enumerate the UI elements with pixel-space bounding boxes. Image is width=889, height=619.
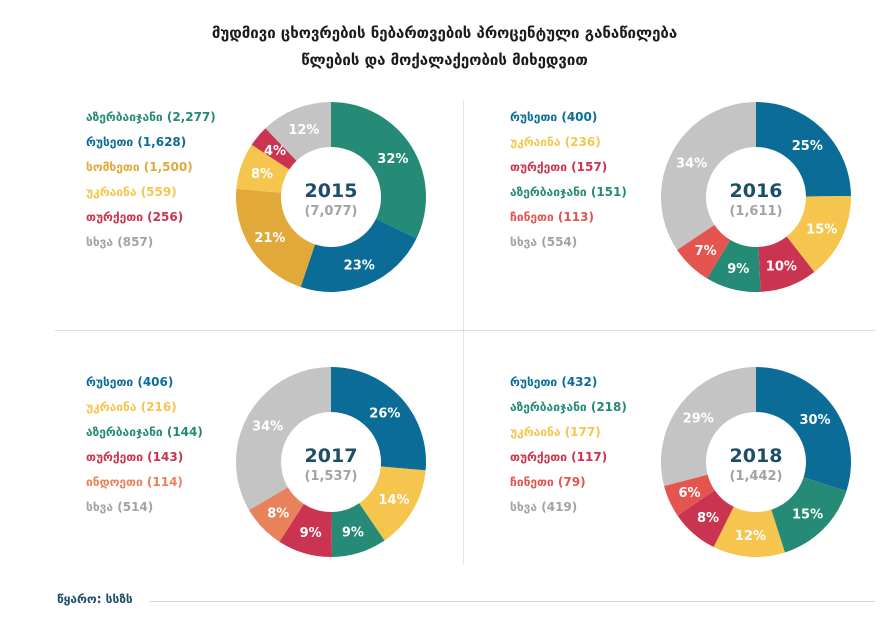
donut-chart-2015: 32% 23% 21% 8% 4%12% 2015 (7,077) [235,102,426,292]
slice-label-0: 25% [792,139,823,154]
slice-label-4: 8% [267,506,289,521]
chart-title-line-1: მუდმივი ცხოვრების ნებართვების პროცენტული… [211,24,678,42]
legend-2016: რუსეთი (400) უკრაინა (236) თურქეთი (157)… [510,109,627,259]
total-label: (7,077) [304,204,357,219]
slice-label-5: 29% [683,411,714,426]
slice-2 [331,503,385,557]
slice-label-0: 32% [377,152,408,167]
legend-item: აზერბაიჯანი (151) [510,185,627,199]
source-rule [150,601,875,602]
legend-2017: რუსეთი (406) უკრაინა (216) აზერბაიჯანი (… [86,374,203,524]
slice-1 [771,477,847,553]
legend-item: სხვა (857) [86,235,154,249]
slice-label-1: 15% [806,223,837,238]
slice-0 [331,367,426,471]
slice-label-0: 26% [369,407,400,422]
slice-0 [756,367,851,492]
slice-4 [251,128,297,170]
slice-label-3: 9% [300,526,322,541]
slice-label-3: 8% [697,511,719,526]
legend-item: უკრაინა (177) [510,425,601,439]
legend-item: სხვა (554) [510,235,578,249]
slice-5 [236,367,331,511]
slice-3 [707,239,761,292]
slice-label-4: 7% [695,244,717,259]
slice-label-5: 34% [252,420,283,435]
slice-3 [236,144,290,193]
slice-label-2: 9% [342,526,364,541]
slice-label-4: 6% [679,486,701,501]
slice-0 [756,102,851,197]
legend-item: სხვა (514) [86,500,154,514]
legend-item: რუსეთი (432) [510,375,598,389]
slice-1 [359,466,426,541]
slice-0 [331,102,426,239]
legend-item: აზერბაიჯანი (144) [86,425,203,439]
slice-label-5: 34% [676,157,707,172]
donut-chart-2018: 30% 15% 12% 8% 6% 29% 2018 (1,442) [661,367,851,557]
legend-item: უკრაინა (216) [86,400,177,414]
slice-1 [786,195,851,272]
legend-2018: რუსეთი (432) აზერბაიჯანი (218) უკრაინა (… [510,374,627,524]
chart-title: მუდმივი ცხოვრების ნებართვების პროცენტული… [0,20,889,74]
source-note: წყარო: სსზს [57,592,133,606]
slice-3 [677,490,734,548]
year-label: 2016 [730,180,783,202]
legend-2015: აზერბაიჯანი (2,277) რუსეთი (1,628) სომხე… [86,109,216,259]
slice-label-3: 8% [251,167,273,182]
slice-label-1: 15% [792,508,823,523]
slice-label-2: 21% [254,231,285,246]
year-label: 2017 [305,445,358,467]
slice-4 [677,224,731,279]
total-label: (1,537) [304,469,357,484]
vertical-divider [463,100,464,565]
legend-item: რუსეთი (406) [86,375,174,389]
legend-item: ინდოეთი (114) [86,475,183,489]
legend-item: უკრაინა (236) [510,135,601,149]
legend-item: სხვა (419) [510,500,578,514]
legend-item: რუსეთი (1,628) [86,135,187,149]
legend-item: აზერბაიჯანი (2,277) [86,110,216,124]
legend-item: თურქეთი (143) [86,450,184,464]
legend-item: თურქეთი (117) [510,450,608,464]
slice-label-4: 4% [264,144,286,159]
donut-chart-2016: 25% 15% 10% 9% 7% 34% 2016 (1,611) [661,102,851,292]
slice-2 [713,506,785,557]
slice-label-1: 14% [378,493,409,508]
legend-item: ჩინეთი (113) [510,210,594,224]
slice-4 [664,474,715,516]
slice-2 [235,188,316,288]
donut-chart-2017: 26% 14% 9% 9% 8% 34% 2017 (1,537) [236,367,426,557]
slice-label-0: 30% [799,413,830,428]
slice-5 [661,102,756,250]
total-label: (1,611) [729,204,782,219]
slice-4 [249,487,304,542]
legend-item: უკრაინა (559) [86,185,177,199]
slice-label-5: 12% [288,123,319,138]
year-label: 2015 [305,180,358,202]
slice-label-2: 12% [735,529,766,544]
chart-title-line-2: წლების და მოქალაქეობის მიხედვით [301,51,588,69]
slice-label-1: 23% [344,258,375,273]
slice-2 [758,236,815,292]
legend-item: აზერბაიჯანი (218) [510,400,627,414]
legend-item: რუსეთი (400) [510,110,598,124]
slice-3 [279,503,332,557]
year-label: 2018 [730,445,783,467]
slice-label-2: 10% [766,259,797,274]
slice-5 [661,367,756,486]
horizontal-divider [55,330,875,331]
total-label: (1,442) [729,469,782,484]
legend-item: თურქეთი (157) [510,160,608,174]
slice-label-3: 9% [727,262,749,277]
slice-5 [265,102,331,161]
legend-item: ჩინეთი (79) [510,475,586,489]
legend-item: სომხეთი (1,500) [86,160,193,174]
slice-1 [300,218,417,292]
legend-item: თურქეთი (256) [86,210,184,224]
